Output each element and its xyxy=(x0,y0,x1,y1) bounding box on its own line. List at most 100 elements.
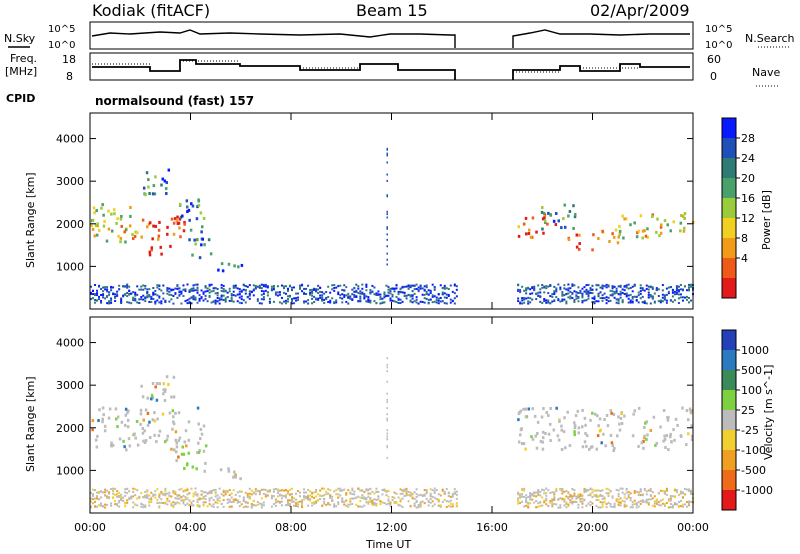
ground-scatter-cell xyxy=(178,294,181,297)
ground-scatter-cell xyxy=(441,500,444,503)
ground-scatter-cell xyxy=(571,292,574,295)
ground-scatter-cell xyxy=(301,506,304,509)
ground-scatter-cell xyxy=(204,290,207,293)
ground-scatter-cell xyxy=(138,302,141,305)
ground-scatter-cell xyxy=(647,501,650,504)
ground-scatter-cell xyxy=(411,294,414,297)
ground-scatter-cell xyxy=(218,302,221,305)
ground-scatter-cell xyxy=(665,299,668,302)
echo-cell xyxy=(654,443,657,447)
ground-scatter-cell xyxy=(641,499,644,502)
ground-scatter-cell xyxy=(172,504,175,507)
ground-scatter-cell xyxy=(278,494,281,497)
echo-cell xyxy=(681,406,684,410)
ground-scatter-cell xyxy=(178,497,181,500)
ground-scatter-cell xyxy=(443,292,446,295)
echo-cell xyxy=(555,406,558,410)
ground-scatter-cell xyxy=(393,496,396,499)
ground-scatter-cell xyxy=(301,503,304,506)
ground-scatter-cell xyxy=(433,503,436,506)
ground-scatter-cell xyxy=(673,489,676,492)
ground-scatter-cell xyxy=(521,489,524,492)
ground-scatter-cell xyxy=(419,503,422,506)
ground-scatter-cell xyxy=(415,495,418,498)
power-colorbar-label: Power [dB] xyxy=(760,190,773,250)
ground-scatter-cell xyxy=(521,297,524,300)
ground-scatter-cell xyxy=(557,298,560,301)
echo-cell xyxy=(150,393,154,397)
echo-cell xyxy=(234,473,237,477)
ground-scatter-cell xyxy=(282,489,285,492)
ground-scatter-cell xyxy=(617,293,620,296)
echo-cell xyxy=(90,224,93,228)
echo-cell xyxy=(183,440,186,444)
ground-scatter-cell xyxy=(331,498,334,501)
ground-scatter-cell xyxy=(539,300,542,303)
ground-scatter-cell xyxy=(313,491,316,494)
ground-scatter-cell xyxy=(118,501,121,504)
ground-scatter-cell xyxy=(278,501,281,504)
ground-scatter-cell xyxy=(645,490,648,493)
ground-scatter-cell xyxy=(415,501,418,504)
ground-scatter-cell xyxy=(625,284,628,287)
ground-scatter-cell xyxy=(96,299,99,302)
ground-scatter-cell xyxy=(293,500,296,503)
ground-scatter-cell xyxy=(349,503,352,506)
echo-cell xyxy=(126,418,130,422)
ground-scatter-cell xyxy=(631,290,634,293)
ground-scatter-cell xyxy=(142,288,145,291)
ground-scatter-cell xyxy=(178,488,181,491)
ground-scatter-cell xyxy=(220,294,223,297)
echo-cell xyxy=(603,417,606,421)
echo-cell xyxy=(640,441,644,445)
ground-scatter-cell xyxy=(297,296,300,299)
ground-scatter-cell xyxy=(365,489,368,492)
ground-scatter-cell xyxy=(174,492,177,495)
ground-scatter-cell xyxy=(110,488,113,491)
ground-scatter-cell xyxy=(192,495,195,498)
ground-scatter-cell xyxy=(401,506,404,509)
ground-scatter-cell xyxy=(335,286,338,289)
ground-scatter-cell xyxy=(166,288,169,291)
echo-cell xyxy=(386,194,388,197)
ground-scatter-cell xyxy=(619,501,622,504)
ground-scatter-cell xyxy=(595,288,598,291)
ground-scatter-cell xyxy=(645,501,648,504)
ground-scatter-cell xyxy=(453,284,456,287)
ground-scatter-cell xyxy=(387,495,390,498)
echo-cell xyxy=(552,428,556,432)
ground-scatter-cell xyxy=(367,492,370,495)
ground-scatter-cell xyxy=(268,297,271,300)
ground-scatter-cell xyxy=(222,505,225,508)
echo-cell xyxy=(564,446,567,450)
ground-scatter-cell xyxy=(527,505,530,508)
ground-scatter-cell xyxy=(124,285,127,288)
ground-scatter-cell xyxy=(543,297,546,300)
ground-scatter-cell xyxy=(571,487,574,490)
ground-scatter-cell xyxy=(425,284,428,287)
ground-scatter-cell xyxy=(621,487,624,490)
ground-scatter-cell xyxy=(363,491,366,494)
ground-scatter-cell xyxy=(305,293,308,296)
ground-scatter-cell xyxy=(671,288,674,291)
echo-cell xyxy=(524,216,528,220)
ground-scatter-cell xyxy=(589,291,592,294)
ground-scatter-cell xyxy=(615,301,618,304)
ground-scatter-cell xyxy=(297,299,300,302)
echo-cell xyxy=(664,445,667,449)
ground-scatter-cell xyxy=(355,283,358,286)
ground-scatter-cell xyxy=(687,301,690,304)
ground-scatter-cell xyxy=(92,297,95,300)
ground-scatter-cell xyxy=(288,488,291,491)
echo-cell xyxy=(198,256,202,260)
echo-cell xyxy=(156,417,159,421)
ground-scatter-cell xyxy=(104,506,107,509)
echo-cell xyxy=(606,424,610,428)
ground-scatter-cell xyxy=(679,283,682,286)
ground-scatter-cell xyxy=(327,488,330,491)
ground-scatter-cell xyxy=(651,296,654,299)
ground-scatter-cell xyxy=(387,294,390,297)
ground-scatter-cell xyxy=(417,494,420,497)
ground-scatter-cell xyxy=(689,490,692,493)
ground-scatter-cell xyxy=(673,501,676,504)
